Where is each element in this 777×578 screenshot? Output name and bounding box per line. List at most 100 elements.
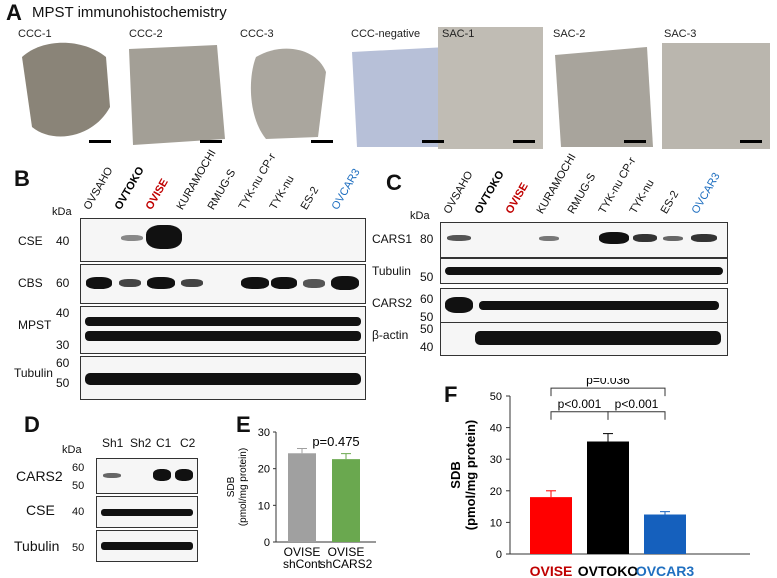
blot-tubulin-c <box>440 258 728 284</box>
bracket-ovise-ovcar3-label: p=0.036 <box>586 378 630 387</box>
y-axis-title: SDB (pmol/mg protein) <box>448 420 478 531</box>
c-lane-7: ES-2 <box>658 188 682 216</box>
blot-cse <box>80 218 366 262</box>
mw-marker: 50 <box>420 322 434 336</box>
band <box>119 279 141 287</box>
mw-marker: 50 <box>56 376 70 390</box>
tile-caption: SAC-3 <box>664 28 697 40</box>
y-tick-label: 10 <box>258 500 270 512</box>
x-tick-label: OVISE <box>328 545 365 559</box>
y-axis-title-line1: SDB <box>448 461 463 488</box>
kda-label: kDa <box>410 210 430 222</box>
blot-row-label-beta-actin: β-actin <box>372 328 409 342</box>
bar <box>530 497 572 554</box>
y-axis-title-line1: SDB <box>226 476 237 497</box>
band <box>539 236 559 241</box>
band <box>475 331 721 345</box>
bracket-ovise-ovcar3 <box>550 387 666 397</box>
c-lane-6: TYK-nu <box>627 177 657 216</box>
ihc-tile-ccc-3: CCC-3 <box>236 27 341 149</box>
y-tick-label: 0 <box>496 549 502 561</box>
band <box>447 235 471 241</box>
band <box>101 509 193 516</box>
tile-caption: CCC-3 <box>240 28 274 40</box>
panel-letter-f: F <box>444 382 458 407</box>
blot-row-label-cse: CSE <box>18 234 43 248</box>
ihc-tile-sac-1: SAC-1 <box>438 27 543 149</box>
band <box>121 235 143 241</box>
y-axis-title-line2: (pmol/mg protein) <box>238 448 249 526</box>
b-lane-7: ES-2 <box>298 184 322 212</box>
bracket-ovtoko-ovcar3 <box>607 411 666 420</box>
b-lane-2: OVISE <box>143 176 171 212</box>
b-lane-6: TYK-nu <box>267 173 297 212</box>
blot-row-label-cars1: CARS1 <box>372 232 413 246</box>
band <box>445 297 473 313</box>
mw-marker: 50 <box>72 480 85 492</box>
panel-letter-e: E <box>236 412 251 437</box>
band <box>633 234 657 242</box>
tile-caption: CCC-1 <box>18 28 52 40</box>
mw-marker: 50 <box>72 542 85 554</box>
scale-bar <box>89 140 111 143</box>
blot-row-label-tubulin-d: Tubulin <box>14 538 60 554</box>
band <box>85 331 361 341</box>
blot-row-label-tubulin-c: Tubulin <box>372 264 411 278</box>
band <box>271 277 297 289</box>
band <box>175 469 193 481</box>
y-tick-label: 10 <box>490 517 502 529</box>
y-axis-title-line2: (pmol/mg protein) <box>463 420 478 531</box>
ihc-tile-ccc-2: CCC-2 <box>125 27 230 149</box>
band <box>146 225 182 249</box>
c-lane-4: RMUG-S <box>565 171 599 216</box>
blot-tubulin-d <box>96 530 198 562</box>
x-tick-label: OVTOKO <box>578 563 639 578</box>
mw-marker: 40 <box>420 340 434 354</box>
blot-cars2-d <box>96 458 198 494</box>
band <box>303 279 325 288</box>
c-lane-0: OVSAHO <box>441 169 476 216</box>
x-tick-label: OVCAR3 <box>636 563 695 578</box>
panel-letter-c: C <box>386 170 402 195</box>
ihc-tile-sac-2: SAC-2 <box>549 27 654 149</box>
mw-marker: 50 <box>420 310 434 324</box>
blot-row-label-cse-d: CSE <box>26 502 55 518</box>
y-tick-label: 20 <box>258 464 270 476</box>
scale-bar <box>200 140 222 143</box>
lane-c1: C1 <box>156 436 172 450</box>
ihc-tile-sac-3: SAC-3 <box>660 27 770 149</box>
b-lane-4: RMUG-S <box>205 167 239 212</box>
lane-sh2: Sh2 <box>130 436 152 450</box>
blot-row-label-cars2-d: CARS2 <box>16 468 63 484</box>
bracket-ovise-ovtoko-label: p<0.001 <box>558 397 602 411</box>
band <box>85 373 361 385</box>
c-lane-8: OVCAR3 <box>689 170 723 216</box>
lane-sh1: Sh1 <box>102 436 124 450</box>
band <box>241 277 269 289</box>
panel-letter-d: D <box>24 412 40 437</box>
blot-cse-d <box>96 496 198 528</box>
blot-mpst <box>80 306 366 354</box>
band <box>331 276 359 290</box>
scale-bar <box>422 140 444 143</box>
mw-marker: 40 <box>56 234 70 248</box>
tile-caption: SAC-2 <box>553 28 586 40</box>
band <box>153 469 171 481</box>
b-lane-1: OVTOKO <box>112 164 147 212</box>
ihc-tile-ccc-1: CCC-1 <box>14 27 119 149</box>
mw-marker: 80 <box>420 232 434 246</box>
band <box>599 232 629 244</box>
mw-marker: 50 <box>420 270 434 284</box>
scale-bar <box>740 140 762 143</box>
x-tick-label: OVISE <box>284 545 321 559</box>
chart-e: 0102030OVISEshContOVISEshCARS2p=0.475SDB… <box>226 427 376 571</box>
panel-letter-b: B <box>14 166 30 191</box>
band <box>103 473 121 478</box>
band <box>147 277 175 289</box>
bar <box>644 514 686 554</box>
blot-beta-actin <box>440 322 728 356</box>
band <box>445 267 723 275</box>
panel-letter-a: A <box>6 0 22 25</box>
mw-marker: 60 <box>56 276 70 290</box>
